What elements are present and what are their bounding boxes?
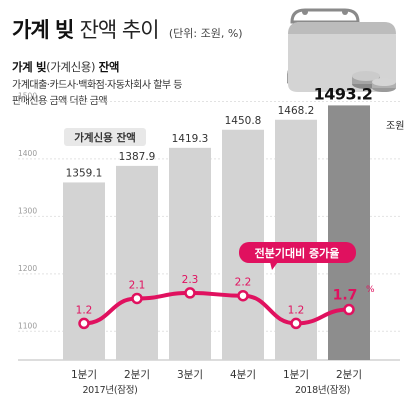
rate-value-label: 2.1 <box>129 279 146 291</box>
definition-line-1: 가계대출·카드사·백화점·자동차회사 할부 등 <box>12 80 183 91</box>
rate-line <box>82 290 351 326</box>
year-group-label: 2017년(잠정) <box>82 385 137 396</box>
y-tick-label: 1200 <box>18 264 37 273</box>
bar <box>63 182 105 360</box>
purse-coins-icon <box>287 8 396 92</box>
title-main-text: 가계 빚 <box>12 18 74 42</box>
rate-point <box>78 317 90 330</box>
definition-title: 가계 빚(가계신용) 잔액 <box>12 59 119 75</box>
x-tick-label: 2분기 <box>336 369 362 381</box>
year-group-label: 2018년(잠정) <box>295 385 350 396</box>
unit-note: (단위: 조원, %) <box>168 27 243 40</box>
bar-series-label: 가계신용 잔액 <box>74 131 136 144</box>
y-tick-label: 1300 <box>18 206 37 215</box>
rate-value-label: 1.2 <box>288 304 305 316</box>
y-tick-label: 1500 <box>18 91 37 100</box>
rate-point <box>184 287 196 299</box>
bar-value-label: 1419.3 <box>172 133 209 145</box>
bar-value-label: 1450.8 <box>225 115 262 127</box>
x-tick-label: 3분기 <box>177 369 203 381</box>
highlight-unit: 조원 <box>386 120 404 132</box>
rate-value-label: 2.3 <box>182 274 199 286</box>
y-tick-label: 1100 <box>18 321 37 330</box>
bar-value-label: 1387.9 <box>119 151 156 163</box>
rate-series-badge: 전분기대비 증가율 <box>239 242 356 270</box>
rate-series-label: 전분기대비 증가율 <box>255 246 340 260</box>
bar <box>116 165 158 360</box>
rate-point <box>290 317 302 330</box>
definition-term-suffix: 잔액 <box>98 60 120 74</box>
definition-term-paren: (가계신용) <box>46 60 96 74</box>
highlight-unit-text: 조원 <box>386 120 404 132</box>
bar-series-badge: 가계신용 잔액 <box>64 128 146 146</box>
x-tick-label: 1분기 <box>283 369 309 381</box>
rate-point <box>131 292 143 305</box>
rate-value-label: 2.2 <box>235 277 252 289</box>
rate-unit-text: % <box>366 285 375 295</box>
bar-value-label: 1468.2 <box>278 105 315 117</box>
bar <box>169 147 211 360</box>
bar-value-label: 1493.2 <box>314 84 373 103</box>
bar <box>328 105 370 360</box>
x-tick-label: 4분기 <box>230 369 256 381</box>
x-tick-label: 2분기 <box>124 369 150 381</box>
rate-value-label: 1.7 <box>333 288 358 304</box>
title-sub-text: 잔액 추이 <box>79 18 160 42</box>
chart-title: 가계 빚 잔액 추이 (단위: 조원, %) <box>12 14 243 44</box>
definition-term: 가계 빚 <box>12 60 47 74</box>
y-tick-label: 1400 <box>18 149 37 158</box>
bar-value-label: 1359.1 <box>66 167 103 179</box>
rate-value-label: 1.2 <box>76 304 93 316</box>
x-tick-label: 1분기 <box>71 369 97 381</box>
rate-point <box>343 303 355 316</box>
rate-point <box>237 289 249 302</box>
